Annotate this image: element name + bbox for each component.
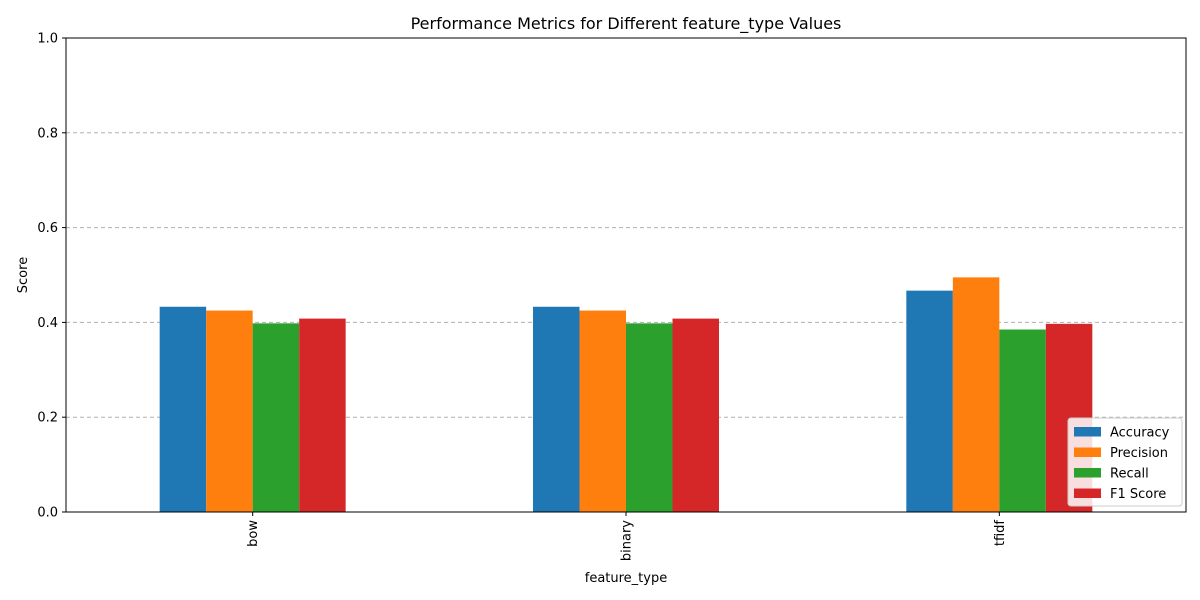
y-tick-label: 1.0 <box>37 32 58 47</box>
x-axis-label: feature_type <box>585 571 667 586</box>
bar-accuracy-bow <box>159 306 207 512</box>
x-tick-label: binary <box>620 520 635 561</box>
bar-accuracy-binary <box>533 306 580 512</box>
legend-swatch <box>1074 447 1101 457</box>
y-axis-label: Score <box>16 257 31 293</box>
x-tick-label: tfidf <box>993 520 1008 547</box>
y-tick-label: 0.0 <box>37 506 58 521</box>
bar-f1-score-bow <box>299 318 346 512</box>
y-tick-label: 0.8 <box>37 126 58 141</box>
bar-accuracy-tfidf <box>906 290 953 512</box>
legend-swatch <box>1074 427 1101 437</box>
bar-precision-bow <box>206 310 253 512</box>
y-tick-label: 0.2 <box>37 411 58 426</box>
legend-swatch <box>1074 488 1101 498</box>
legend-label: Recall <box>1110 467 1149 482</box>
bar-recall-binary <box>626 323 673 512</box>
legend-label: Accuracy <box>1110 426 1170 441</box>
legend-swatch <box>1074 468 1101 478</box>
legend: Accuracy Precision Recall F1 Score <box>1067 417 1183 507</box>
bars <box>159 277 1093 512</box>
bar-precision-tfidf <box>952 277 1000 512</box>
bar-f1-score-binary <box>672 318 719 512</box>
bar-precision-binary <box>579 310 626 512</box>
y-axis-ticks: 0.0 0.2 0.4 0.6 0.8 1.0 <box>37 32 66 521</box>
legend-box <box>1067 417 1183 507</box>
x-tick-label: bow <box>246 520 261 547</box>
bar-recall-bow <box>252 323 300 512</box>
chart-title: Performance Metrics for Different featur… <box>411 14 842 34</box>
y-tick-label: 0.6 <box>37 221 58 236</box>
bar-recall-tfidf <box>999 329 1046 512</box>
legend-label: Precision <box>1110 446 1168 461</box>
y-tick-label: 0.4 <box>37 316 58 331</box>
legend-label: F1 Score <box>1110 487 1166 502</box>
x-axis-ticks: bow binary tfidf <box>246 512 1008 561</box>
